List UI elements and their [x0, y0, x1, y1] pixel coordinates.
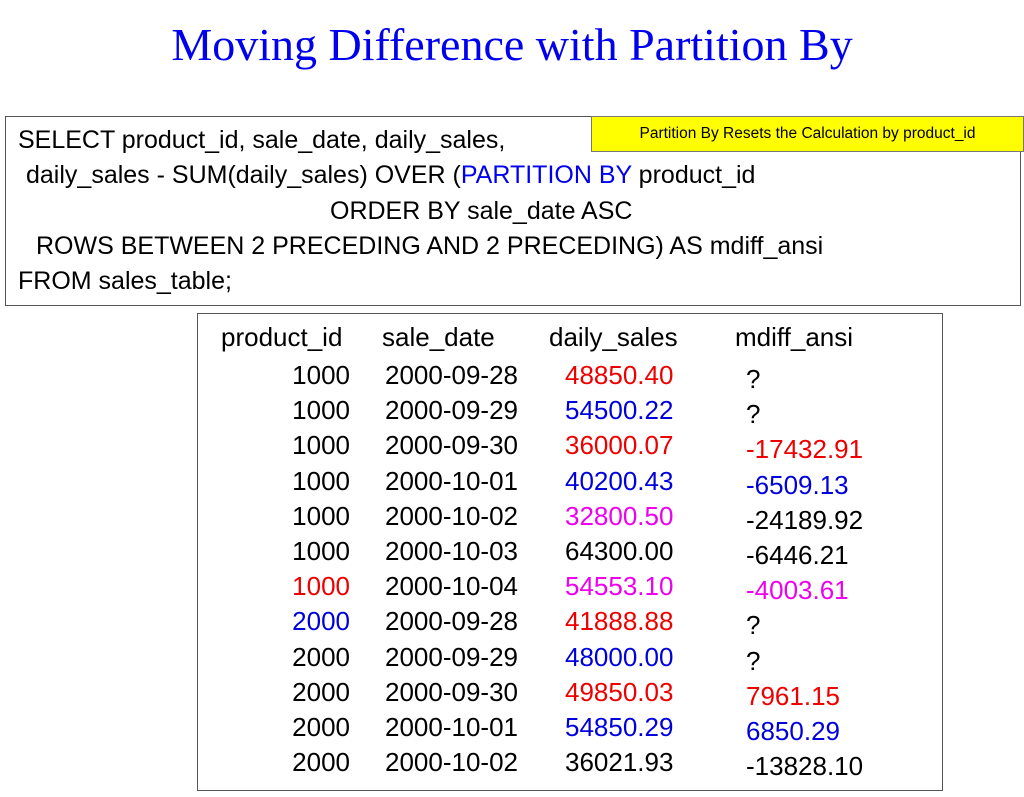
- sql-over-prefix: daily_sales - SUM(daily_sales) OVER (: [26, 161, 461, 189]
- sql-line-order-by: ORDER BY sale_date ASC: [330, 197, 633, 225]
- daily-sales-cell: 32800.50: [565, 500, 674, 531]
- daily-sales-cell: 48850.40: [565, 360, 674, 390]
- sql-line-select: SELECT product_id, sale_date, daily_sale…: [18, 126, 506, 154]
- mdiff-ansi-cell: -13828.10: [746, 751, 864, 782]
- product-id-cell: 1000: [292, 500, 350, 531]
- daily-sales-cell: 48000.00: [565, 641, 674, 672]
- sale-date-cell: 2000-10-02: [385, 747, 518, 778]
- sql-over-suffix: product_id: [631, 161, 756, 189]
- mdiff-ansi-cell: ?: [746, 364, 761, 394]
- daily-sales-cell: 40200.43: [565, 465, 674, 496]
- sale-date-cell: 2000-09-30: [385, 676, 518, 707]
- sale-date-cell: 2000-10-01: [385, 465, 518, 496]
- daily-sales-cell: 49850.03: [565, 676, 674, 707]
- header-product-id: product_id: [221, 322, 343, 352]
- product-id-cell: 1000: [292, 465, 350, 496]
- product-id-cell: 1000: [292, 395, 350, 426]
- sale-date-cell: 2000-09-29: [385, 641, 518, 672]
- sale-date-cell: 2000-09-28: [385, 606, 518, 637]
- daily-sales-cell: 54850.29: [565, 712, 674, 742]
- daily-sales-cell: 41888.88: [565, 606, 674, 637]
- mdiff-ansi-cell: 7961.15: [746, 680, 840, 711]
- mdiff-ansi-cell: 6850.29: [746, 716, 840, 746]
- product-id-cell: 2000: [292, 676, 350, 707]
- sale-date-cell: 2000-10-01: [385, 712, 518, 742]
- sql-line-over: daily_sales - SUM(daily_sales) OVER (PAR…: [26, 160, 755, 190]
- sql-query-box: SELECT product_id, sale_date, daily_sale…: [5, 116, 1021, 306]
- sql-keyword-partition-by: PARTITION BY: [460, 161, 632, 189]
- product-id-cell: 1000: [292, 536, 350, 566]
- product-id-cell: 2000: [292, 712, 350, 742]
- result-table: product_id sale_date daily_sales mdiff_a…: [197, 313, 943, 791]
- product-id-cell: 1000: [292, 430, 350, 461]
- product-id-cell: 1000: [292, 360, 350, 390]
- mdiff-ansi-cell: -4003.61: [746, 575, 849, 606]
- mdiff-ansi-cell: -24189.92: [746, 504, 864, 535]
- sale-date-cell: 2000-10-04: [385, 571, 518, 602]
- sale-date-cell: 2000-09-28: [385, 360, 518, 390]
- mdiff-ansi-cell: ?: [746, 610, 761, 641]
- mdiff-ansi-cell: -6446.21: [746, 540, 849, 570]
- sql-line-rows-between: ROWS BETWEEN 2 PRECEDING AND 2 PRECEDING…: [36, 232, 824, 260]
- mdiff-ansi-cell: ?: [746, 645, 761, 676]
- mdiff-ansi-cell: -17432.91: [746, 434, 864, 465]
- header-daily-sales: daily_sales: [549, 322, 678, 352]
- daily-sales-cell: 36000.07: [565, 430, 674, 461]
- daily-sales-cell: 54500.22: [565, 395, 674, 426]
- partition-note-callout: Partition By Resets the Calculation by p…: [591, 116, 1024, 152]
- daily-sales-cell: 64300.00: [565, 536, 674, 566]
- product-id-cell: 1000: [292, 571, 350, 602]
- daily-sales-cell: 36021.93: [565, 747, 674, 778]
- sale-date-cell: 2000-09-29: [385, 395, 518, 426]
- header-sale-date: sale_date: [382, 322, 495, 352]
- mdiff-ansi-cell: -6509.13: [746, 469, 849, 500]
- sale-date-cell: 2000-10-02: [385, 500, 518, 531]
- product-id-cell: 2000: [292, 747, 350, 778]
- sale-date-cell: 2000-09-30: [385, 430, 518, 461]
- slide-title: Moving Difference with Partition By: [171, 19, 853, 70]
- daily-sales-cell: 54553.10: [565, 571, 674, 602]
- mdiff-ansi-cell: ?: [746, 399, 761, 430]
- header-mdiff-ansi: mdiff_ansi: [735, 322, 854, 352]
- sql-line-from: FROM sales_table;: [18, 267, 232, 295]
- sale-date-cell: 2000-10-03: [385, 536, 518, 566]
- product-id-cell: 2000: [292, 641, 350, 672]
- product-id-cell: 2000: [292, 606, 350, 637]
